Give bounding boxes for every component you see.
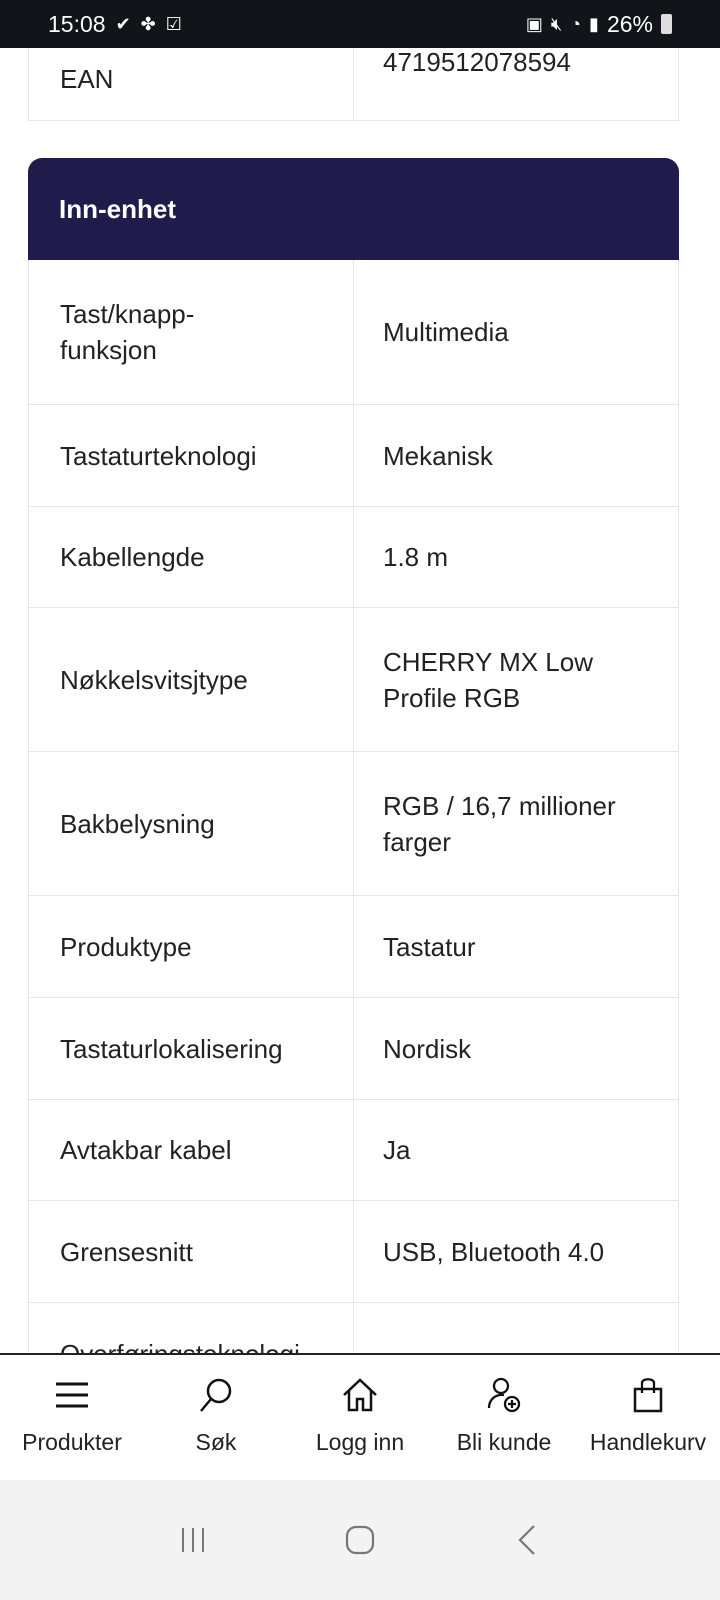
nav-label: Handlekurv xyxy=(589,1429,707,1455)
spec-label: Tastaturteknologi xyxy=(29,405,354,506)
spec-value: Tastatur xyxy=(383,931,476,962)
checkbox-icon: ☑ xyxy=(165,13,182,34)
spec-value xyxy=(354,1303,678,1353)
add-user-icon xyxy=(487,1377,521,1413)
table-row: Tastaturteknologi Mekanisk xyxy=(29,405,678,507)
spec-label: Bakbelysning xyxy=(29,752,354,895)
nav-products[interactable]: Produkter xyxy=(0,1355,144,1480)
spec-value: RGB / 16,7 millioner farger xyxy=(383,790,616,857)
spec-label: Avtakbar kabel xyxy=(29,1100,354,1200)
battery-level: 26% xyxy=(606,10,653,37)
nav-search[interactable]: Søk xyxy=(144,1355,288,1480)
general-table: EAN 4719512078594 xyxy=(28,48,679,121)
table-row: EAN 4719512078594 xyxy=(29,48,678,121)
signal-icon: ▮ xyxy=(589,13,599,34)
nav-label: Logg inn xyxy=(315,1429,405,1455)
spec-value: 1.8 m xyxy=(383,542,449,572)
table-row: Overføringsteknologi xyxy=(29,1303,678,1353)
bottom-nav: Produkter Søk Logg inn Bli kunde Handlek… xyxy=(0,1353,720,1480)
nav-cart[interactable]: Handlekurv xyxy=(576,1355,720,1480)
home-icon xyxy=(343,1378,377,1412)
spec-value: Multimedia xyxy=(383,317,509,347)
spec-label: Tastaturlokalisering xyxy=(29,998,354,1099)
fan-icon: ✤ xyxy=(140,13,156,34)
clock: 15:08 xyxy=(48,10,106,37)
table-row: Nøkkelsvitsjtype CHERRY MX Low Profile RG… xyxy=(29,608,678,752)
spec-label: Produktype xyxy=(29,896,354,997)
status-bar: 15:08 ✔ ✤ ☑ ▣ 🔇︎ ◔ ▮ 26% xyxy=(0,0,720,48)
check-icon: ✔ xyxy=(115,13,131,34)
table-row: Bakbelysning RGB / 16,7 millioner farger xyxy=(29,752,678,896)
table-row: Grensesnitt USB, Bluetooth 4.0 xyxy=(29,1201,678,1303)
spec-label: Nøkkelsvitsjtype xyxy=(29,608,354,751)
table-row: Tast/knapp-funksjon Multimedia xyxy=(29,260,678,405)
table-row: Produktype Tastatur xyxy=(29,896,678,998)
spec-label: Grensesnitt xyxy=(29,1201,354,1302)
nav-register[interactable]: Bli kunde xyxy=(432,1355,576,1480)
table-row: Kabellengde 1.8 m xyxy=(29,507,678,608)
spec-value: USB, Bluetooth 4.0 xyxy=(383,1236,605,1267)
search-icon xyxy=(200,1378,232,1412)
section-header: Inn-enhet xyxy=(28,158,679,260)
menu-icon xyxy=(56,1382,88,1408)
nav-label: Søk xyxy=(195,1429,237,1455)
spec-value: Ja xyxy=(383,1135,411,1165)
spec-label: Kabellengde xyxy=(29,507,354,607)
shopping-bag-icon xyxy=(633,1378,663,1413)
nav-label: Produkter xyxy=(22,1429,122,1455)
spec-content[interactable]: EAN 4719512078594 Inn-enhet Tast/knapp-f… xyxy=(0,48,720,1353)
spec-label: Tast/knapp-funksjon xyxy=(29,260,354,404)
nav-label: Bli kunde xyxy=(456,1429,552,1455)
recent-apps-icon[interactable] xyxy=(178,1525,208,1555)
system-nav-bar xyxy=(0,1480,720,1600)
spec-value: Mekanisk xyxy=(383,440,493,471)
nav-login[interactable]: Logg inn xyxy=(288,1355,432,1480)
input-device-table: Tast/knapp-funksjon Multimedia Tastaturtek… xyxy=(28,260,679,1353)
spec-label: EAN xyxy=(29,48,354,120)
wifi-icon: ◔ xyxy=(570,13,582,34)
mute-icon: 🔇︎ xyxy=(550,13,563,34)
battery-saver-icon: ▣ xyxy=(525,13,543,34)
spec-value: CHERRY MX Low Profile RGB xyxy=(383,646,593,713)
table-row: Avtakbar kabel Ja xyxy=(29,1100,678,1201)
home-button-icon[interactable] xyxy=(344,1524,376,1556)
spec-value: Nordisk xyxy=(383,1033,472,1064)
spec-label: Overføringsteknologi xyxy=(29,1303,354,1353)
battery-icon xyxy=(661,14,672,34)
back-icon[interactable] xyxy=(512,1524,542,1556)
spec-value: 4719512078594 xyxy=(383,48,571,77)
table-row: Tastaturlokalisering Nordisk xyxy=(29,998,678,1100)
